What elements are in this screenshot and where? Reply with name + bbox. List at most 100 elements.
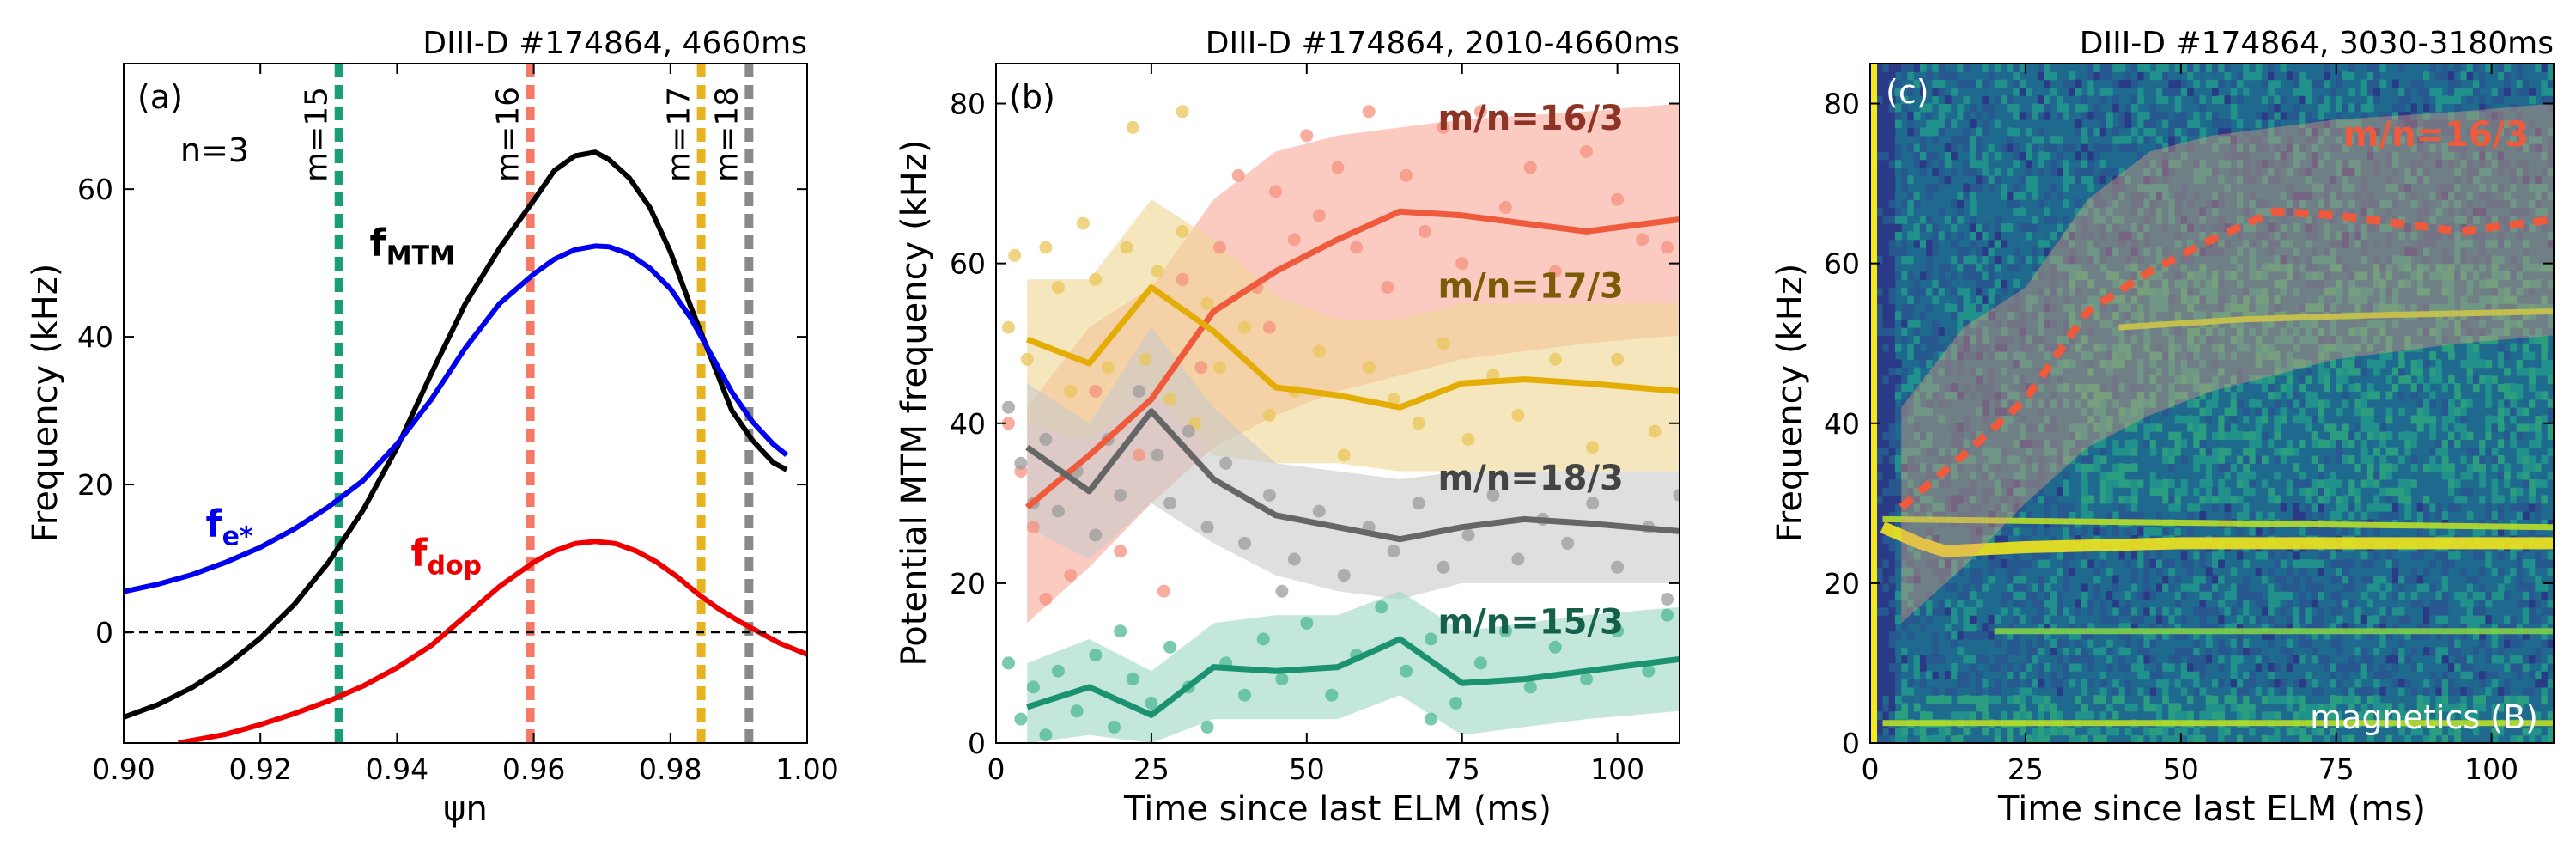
spectrogram-cell <box>2318 527 2324 536</box>
spectrogram-cell <box>2001 287 2008 296</box>
spectrogram-cell <box>1988 64 1996 72</box>
spectrogram-cell <box>2149 623 2157 632</box>
spectrogram-cell <box>2249 727 2257 736</box>
spectrogram-cell <box>2112 679 2119 688</box>
spectrogram-cell <box>2025 662 2032 672</box>
spectrogram-cell <box>2007 263 2014 272</box>
spectrogram-cell <box>2305 606 2312 616</box>
spectrogram-cell <box>2249 734 2257 743</box>
spectrogram-cell <box>1913 463 1921 472</box>
spectrogram-cell <box>2013 511 2020 520</box>
spectrogram-cell <box>2187 191 2194 200</box>
spectrogram-cell <box>2274 111 2281 120</box>
spectrogram-cell <box>2193 431 2201 440</box>
spectrogram-cell <box>2081 223 2088 232</box>
spectrogram-cell <box>2155 615 2163 624</box>
spectrogram-cell <box>2205 95 2213 105</box>
spectrogram-cell <box>2013 151 2020 161</box>
spectrogram-cell <box>2224 671 2232 680</box>
spectrogram-cell <box>1901 87 1908 96</box>
spectrogram-cell <box>1994 367 2002 376</box>
spectrogram-cell <box>2187 295 2194 304</box>
spectrogram-cell <box>2280 407 2287 417</box>
spectrogram-cell <box>2057 255 2063 265</box>
spectrogram-cell <box>2081 407 2088 417</box>
spectrogram-cell <box>1988 111 1996 120</box>
spectrogram-cell <box>1982 119 1990 128</box>
spectrogram-cell <box>2050 606 2057 616</box>
point-m/n=17/3 <box>1200 296 1214 310</box>
spectrogram-cell <box>2050 686 2057 696</box>
spectrogram-cell <box>1976 159 1983 168</box>
spectrogram-cell <box>2274 127 2281 137</box>
spectrogram-cell <box>2106 119 2113 128</box>
spectrogram-cell <box>1926 279 1933 289</box>
point-m/n=18/3 <box>1051 504 1065 518</box>
spectrogram-cell <box>2075 383 2082 393</box>
spectrogram-cell <box>2180 175 2188 185</box>
spectrogram-cell <box>1907 343 1915 352</box>
spectrogram-cell <box>2311 231 2318 241</box>
spectrogram-cell <box>2007 279 2014 289</box>
spectrogram-cell <box>1963 87 1971 96</box>
spectrogram-cell <box>2187 447 2194 456</box>
spectrogram-cell <box>1882 303 1890 313</box>
spectrogram-cell <box>2318 582 2324 592</box>
spectrogram-cell <box>1876 487 1883 497</box>
spectrogram-cell <box>1951 639 1958 648</box>
spectrogram-cell <box>1876 727 1883 736</box>
spectrogram-cell <box>2155 455 2163 464</box>
spectrogram-cell <box>2249 415 2257 424</box>
spectrogram-cell <box>2106 606 2113 616</box>
spectrogram-cell <box>1919 710 1927 720</box>
spectrogram-cell <box>2044 351 2051 360</box>
spectrogram-cell <box>2044 615 2051 624</box>
spectrogram-cell <box>1907 415 1915 424</box>
spectrogram-cell <box>2032 175 2038 185</box>
spectrogram-cell <box>2032 247 2038 256</box>
spectrogram-cell <box>1988 327 1996 336</box>
spectrogram-cell <box>2069 655 2076 664</box>
spectrogram-cell <box>2286 183 2293 192</box>
spectrogram-cell <box>2299 582 2306 592</box>
spectrogram-cell <box>1901 671 1908 680</box>
spectrogram-cell <box>1982 727 1990 736</box>
spectrogram-cell <box>1888 511 1896 520</box>
spectrogram-cell <box>2236 471 2244 480</box>
spectrogram-cell <box>2118 111 2126 120</box>
spectrogram-cell <box>1982 495 1990 504</box>
spectrogram-cell <box>2236 551 2244 560</box>
spectrogram-cell <box>2124 487 2132 497</box>
spectrogram-cell <box>2118 335 2126 344</box>
spectrogram-cell <box>1894 734 1902 743</box>
spectrogram-cell <box>2025 439 2032 448</box>
spectrogram-cell <box>2057 511 2063 520</box>
spectrogram-cell <box>2124 734 2132 743</box>
spectrogram-cell <box>2118 623 2126 632</box>
spectrogram-cell <box>1944 159 1952 168</box>
spectrogram-cell <box>1888 671 1896 680</box>
spectrogram-cell <box>2112 503 2119 512</box>
spectrogram-cell <box>1894 439 1902 448</box>
spectrogram-cell <box>2236 119 2244 128</box>
panel-a-xtick-label: 0.92 <box>228 752 291 786</box>
spectrogram-cell <box>2261 239 2269 248</box>
spectrogram-cell <box>2149 727 2157 736</box>
spectrogram-cell <box>2274 135 2281 144</box>
spectrogram-cell <box>1894 87 1902 96</box>
spectrogram-cell <box>1894 391 1902 400</box>
spectrogram-cell <box>2218 359 2225 369</box>
spectrogram-cell <box>2274 478 2281 488</box>
spectrogram-cell <box>2268 639 2275 648</box>
spectrogram-cell <box>2199 239 2207 248</box>
spectrogram-cell <box>2057 191 2063 200</box>
spectrogram-cell <box>2106 511 2113 520</box>
spectrogram-cell <box>2249 159 2257 168</box>
spectrogram-cell <box>1957 606 1965 616</box>
spectrogram-cell <box>2069 662 2076 672</box>
spectrogram-cell <box>1944 503 1952 512</box>
spectrogram-cell <box>1888 135 1896 144</box>
spectrogram-cell <box>2050 591 2057 600</box>
point-m/n=16/3 <box>1262 320 1276 334</box>
spectrogram-cell <box>2118 447 2126 456</box>
